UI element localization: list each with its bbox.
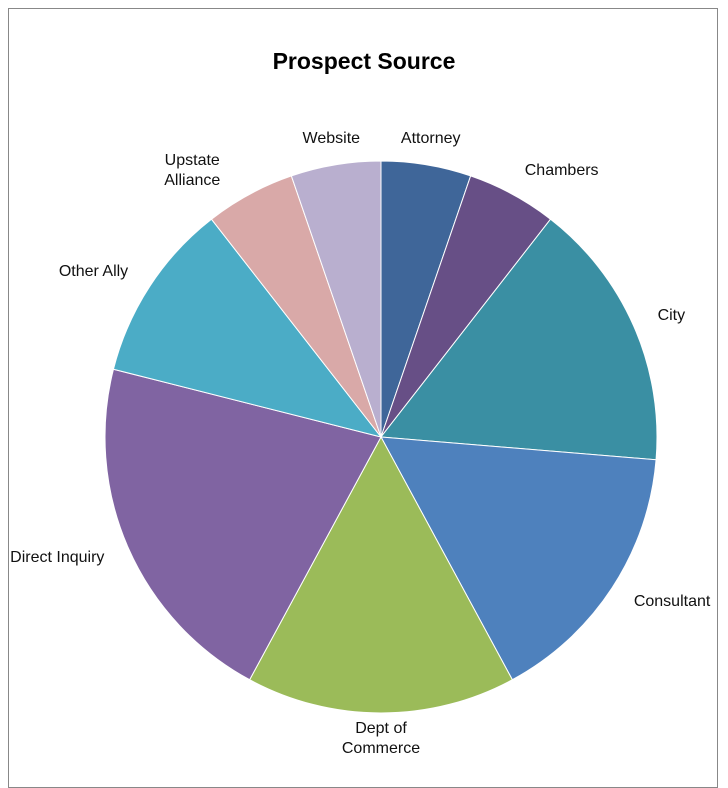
pie-slice <box>104 368 382 681</box>
slice-label: Chambers <box>524 162 599 180</box>
pie-slice <box>290 160 382 438</box>
slice-label: City <box>657 306 686 324</box>
slice-label: Consultant <box>633 593 711 611</box>
slice-label: Upstate Alliance <box>164 152 221 190</box>
pie-slice <box>380 218 658 461</box>
pie-slice <box>248 435 514 714</box>
pie-slice <box>112 218 383 438</box>
slice-label: Dept of Commerce <box>341 720 421 757</box>
chart-title: Prospect Source <box>272 48 456 74</box>
slice-label: Other Ally <box>58 262 129 280</box>
slice-label: Direct Inquiry <box>10 549 105 567</box>
slice-label: Attorney <box>400 130 461 148</box>
pie-slice <box>380 436 657 681</box>
slice-label: Website <box>302 130 361 148</box>
